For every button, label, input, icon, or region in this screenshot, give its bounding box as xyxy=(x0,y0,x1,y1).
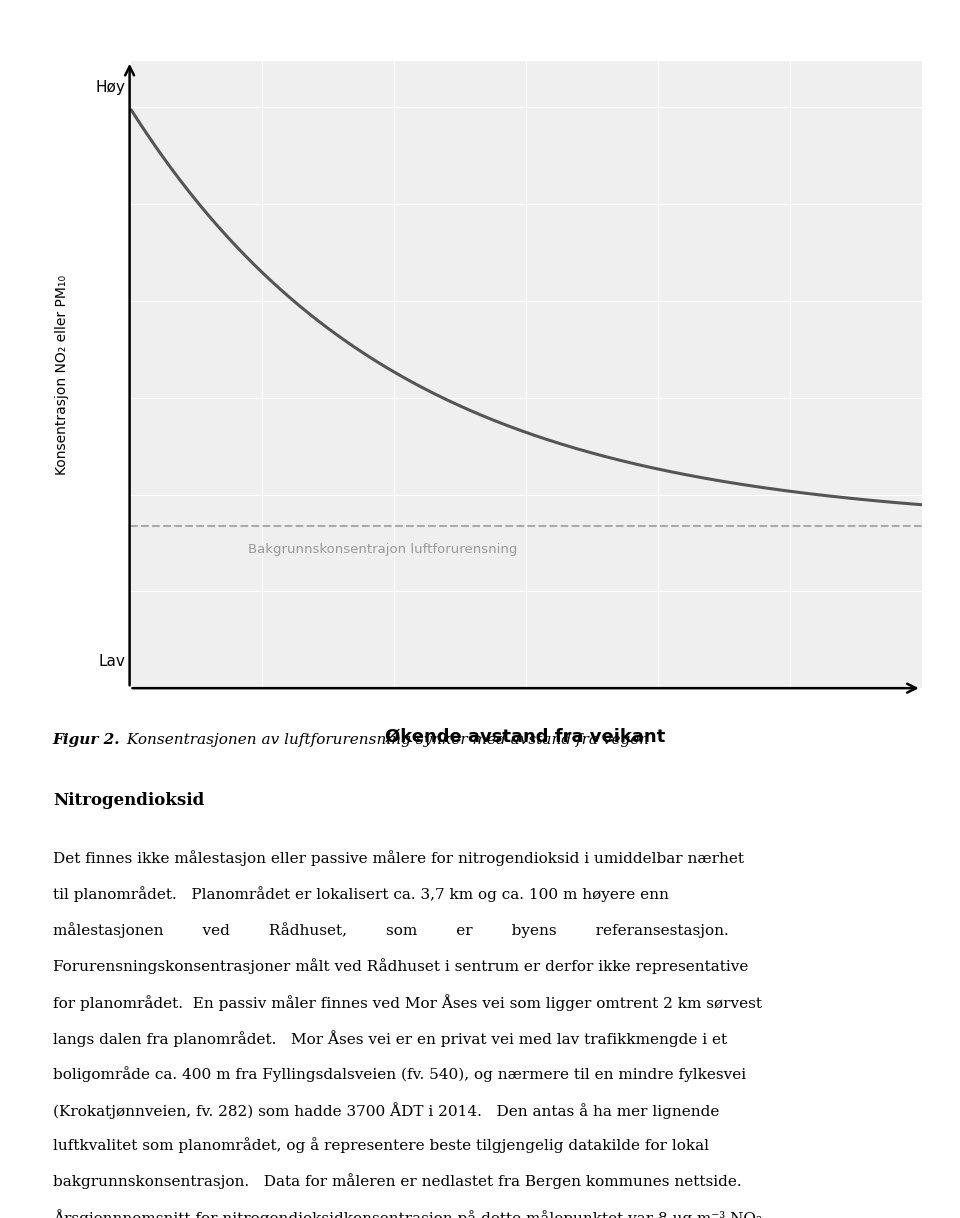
Text: til planområdet.   Planområdet er lokalisert ca. 3,7 km og ca. 100 m høyere enn: til planområdet. Planområdet er lokalise… xyxy=(53,885,669,903)
Text: Forurensningskonsentrasjoner målt ved Rådhuset i sentrum er derfor ikke represen: Forurensningskonsentrasjoner målt ved Rå… xyxy=(53,957,748,974)
Text: Konsentrasjon NO₂ eller PM₁₀: Konsentrasjon NO₂ eller PM₁₀ xyxy=(56,274,69,475)
Text: Det finnes ikke målestasjon eller passive målere for nitrogendioksid i umiddelba: Det finnes ikke målestasjon eller passiv… xyxy=(53,850,744,866)
Text: målestasjonen        ved        Rådhuset,        som        er        byens     : målestasjonen ved Rådhuset, som er byens xyxy=(53,922,729,938)
Text: Figur 2.: Figur 2. xyxy=(53,733,120,747)
Text: Bakgrunnskonsentrajon luftforurensning: Bakgrunnskonsentrajon luftforurensning xyxy=(249,543,517,555)
Text: langs dalen fra planområdet.   Mor Åses vei er en privat vei med lav trafikkmeng: langs dalen fra planområdet. Mor Åses ve… xyxy=(53,1029,727,1046)
Text: for planområdet.  En passiv måler finnes ved Mor Åses vei som ligger omtrent 2 k: for planområdet. En passiv måler finnes … xyxy=(53,994,762,1011)
Text: bakgrunnskonsentrasjon.   Data for måleren er nedlastet fra Bergen kommunes nett: bakgrunnskonsentrasjon. Data for måleren… xyxy=(53,1173,741,1190)
Text: (Krokatjønnveien, fv. 282) som hadde 3700 ÅDT i 2014.   Den antas å ha mer ligne: (Krokatjønnveien, fv. 282) som hadde 370… xyxy=(53,1101,719,1118)
Text: boligområde ca. 400 m fra Fyllingsdalsveien (fv. 540), og nærmere til en mindre : boligområde ca. 400 m fra Fyllingsdalsve… xyxy=(53,1066,746,1082)
Text: Økende avstand fra veikant: Økende avstand fra veikant xyxy=(386,727,665,745)
Text: Høy: Høy xyxy=(96,79,126,95)
Text: Nitrogendioksid: Nitrogendioksid xyxy=(53,792,204,809)
Text: Årsgjennnomsnitt for nitrogendioksidkonsentrasjon på dette målepunktet var 8 μg.: Årsgjennnomsnitt for nitrogendioksidkons… xyxy=(53,1209,762,1218)
Text: Lav: Lav xyxy=(99,654,126,670)
Text: luftkvalitet som planområdet, og å representere beste tilgjengelig datakilde for: luftkvalitet som planområdet, og å repre… xyxy=(53,1138,708,1153)
Text: Konsentrasjonen av luftforurensning synker med avstand fra vegen: Konsentrasjonen av luftforurensning synk… xyxy=(122,733,649,747)
